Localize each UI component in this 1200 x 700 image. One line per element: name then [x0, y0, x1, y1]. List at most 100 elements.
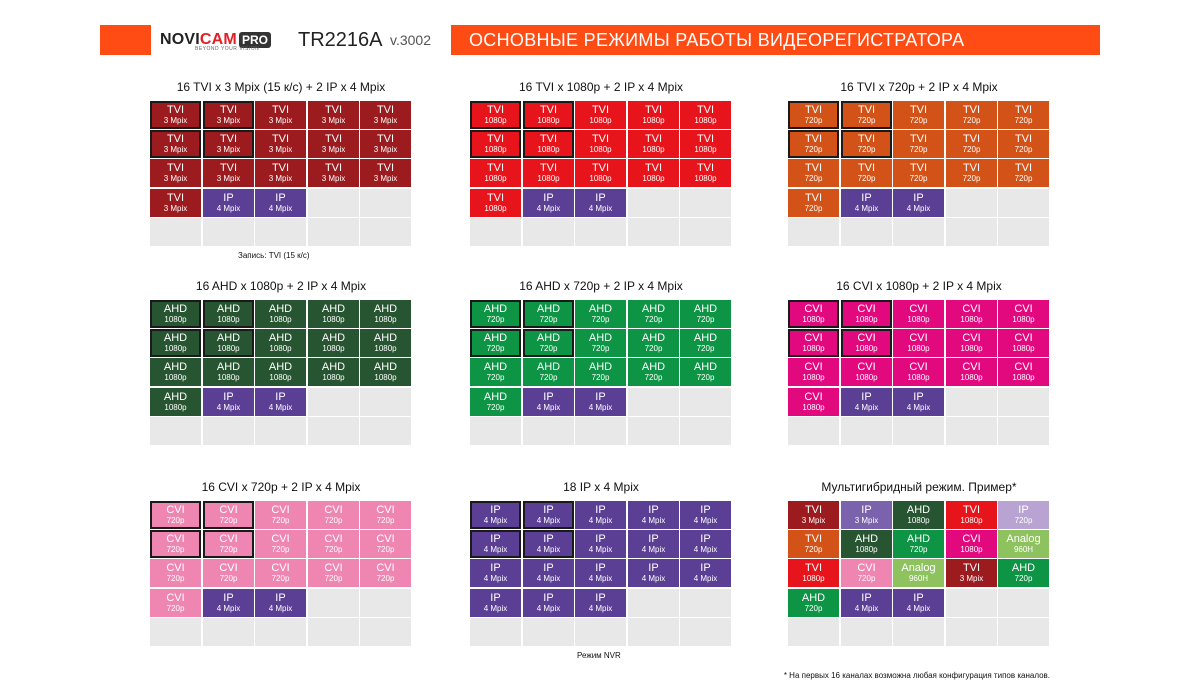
channel-type: AHD	[216, 332, 241, 344]
channel-resolution: 720p	[696, 315, 715, 324]
mode-title: 16 CVI x 720p + 2 IP x 4 Mpix	[201, 480, 361, 494]
channel-cell-empty	[203, 218, 254, 246]
channel-grid: TVI 3 Mpix TVI 3 Mpix TVI 3 Mpix TVI 3 Mpix TVI 3…	[150, 101, 412, 246]
channel-resolution: 1080p	[642, 116, 665, 125]
channel-cell: TVI 720p	[946, 159, 997, 187]
channel-resolution: 720p	[376, 574, 395, 583]
channel-resolution: 720p	[696, 344, 715, 353]
channel-cell: CVI 1080p	[788, 388, 839, 416]
channel-resolution: 3 Mpix	[216, 145, 241, 154]
channel-resolution: 720p	[486, 373, 505, 382]
channel-type: IP	[595, 562, 606, 574]
channel-cell-empty	[360, 189, 411, 217]
channel-resolution: 1080p	[484, 145, 507, 154]
channel-cell-empty	[360, 589, 411, 617]
channel-resolution: 720p	[962, 116, 981, 125]
channel-resolution: 1080p	[802, 574, 825, 583]
channel-cell: IP 4 Mpix	[841, 189, 892, 217]
channel-resolution: 1080p	[164, 373, 187, 382]
channel-type: AHD	[216, 361, 241, 373]
channel-type: CVI	[909, 303, 928, 315]
channel-type: IP	[700, 562, 711, 574]
channel-cell: IP 720p	[998, 501, 1049, 529]
channel-resolution: 4 Mpix	[588, 403, 613, 412]
channel-cell: CVI 1080p	[998, 300, 1049, 328]
channel-cell: AHD 1080p	[203, 300, 254, 328]
channel-resolution: 1080p	[694, 174, 717, 183]
channel-type: IP	[223, 391, 234, 403]
channel-type: AHD	[693, 361, 718, 373]
channel-grid: CVI 1080p CVI 1080p CVI 1080p CVI 1080p CVI 1080p…	[788, 300, 1050, 445]
channel-cell-empty	[150, 218, 201, 246]
channel-cell: CVI 1080p	[946, 530, 997, 558]
channel-cell-empty	[841, 618, 892, 646]
channel-type: TVI	[962, 162, 981, 174]
channel-cell: CVI 720p	[150, 501, 201, 529]
channel-grid: TVI 3 Mpix IP 3 Mpix AHD 1080p TVI 1080p IP 720p T…	[788, 501, 1050, 646]
channel-type: IP	[913, 192, 924, 204]
channel-cell-empty	[628, 218, 679, 246]
channel-cell: AHD 1080p	[360, 300, 411, 328]
mode-title: 16 AHD x 720p + 2 IP x 4 Mpix	[519, 279, 683, 293]
channel-cell-empty	[998, 189, 1049, 217]
channel-type: IP	[543, 391, 554, 403]
channel-type: TVI	[804, 104, 823, 116]
channel-type: AHD	[693, 303, 718, 315]
channel-type: CVI	[376, 562, 395, 574]
channel-type: AHD	[641, 332, 666, 344]
channel-resolution: 720p	[486, 344, 505, 353]
channel-resolution: 1080p	[960, 516, 983, 525]
channel-resolution: 4 Mpix	[906, 403, 931, 412]
channel-cell: AHD 720p	[680, 329, 731, 357]
channel-cell: TVI 1080p	[470, 130, 521, 158]
channel-cell: TVI 1080p	[680, 101, 731, 129]
channel-resolution: 1080p	[907, 315, 930, 324]
channel-type: TVI	[696, 133, 715, 145]
channel-type: CVI	[857, 303, 876, 315]
channel-resolution: 1080p	[269, 373, 292, 382]
channel-cell-empty	[680, 388, 731, 416]
channel-type: TVI	[166, 162, 185, 174]
channel-type: TVI	[857, 104, 876, 116]
channel-cell: TVI 3 Mpix	[308, 159, 359, 187]
channel-cell: TVI 3 Mpix	[203, 159, 254, 187]
channel-resolution: 720p	[324, 545, 343, 554]
channel-resolution: 4 Mpix	[588, 574, 613, 583]
channel-cell: IP 4 Mpix	[893, 189, 944, 217]
channel-resolution: 4 Mpix	[588, 604, 613, 613]
channel-resolution: 720p	[857, 574, 876, 583]
channel-type: TVI	[857, 162, 876, 174]
channel-type: IP	[913, 391, 924, 403]
channel-cell: CVI 1080p	[946, 329, 997, 357]
channel-cell: CVI 720p	[360, 501, 411, 529]
channel-resolution: 1080p	[855, 315, 878, 324]
channel-resolution: 720p	[591, 373, 610, 382]
channel-grid: TVI 1080p TVI 1080p TVI 1080p TVI 1080p TVI 1080p…	[470, 101, 732, 246]
channel-cell: AHD 1080p	[150, 358, 201, 386]
channel-type: IP	[275, 592, 286, 604]
channel-cell: IP 4 Mpix	[893, 589, 944, 617]
channel-grid: TVI 720p TVI 720p TVI 720p TVI 720p TVI 720p TVI 72…	[788, 101, 1050, 246]
channel-type: AHD	[588, 361, 613, 373]
channel-cell: IP 4 Mpix	[575, 388, 626, 416]
channel-resolution: 3 Mpix	[373, 174, 398, 183]
channel-cell: TVI 1080p	[628, 159, 679, 187]
channel-resolution: 1080p	[164, 403, 187, 412]
channel-cell: CVI 1080p	[893, 358, 944, 386]
channel-resolution: 4 Mpix	[268, 403, 293, 412]
channel-type: AHD	[268, 332, 293, 344]
channel-resolution: 720p	[376, 545, 395, 554]
header-accent-bar	[100, 25, 151, 55]
channel-resolution: 4 Mpix	[854, 403, 879, 412]
channel-cell: AHD 1080p	[308, 329, 359, 357]
channel-cell: TVI 3 Mpix	[150, 130, 201, 158]
mode-title: Мультигибридный режим. Пример*	[821, 480, 1017, 494]
channel-resolution: 720p	[1014, 174, 1033, 183]
channel-cell: TVI 720p	[946, 130, 997, 158]
channel-type: TVI	[804, 162, 823, 174]
channel-resolution: 720p	[696, 373, 715, 382]
channel-type: AHD	[483, 361, 508, 373]
channel-cell: TVI 720p	[788, 101, 839, 129]
channel-cell: IP 4 Mpix	[523, 530, 574, 558]
